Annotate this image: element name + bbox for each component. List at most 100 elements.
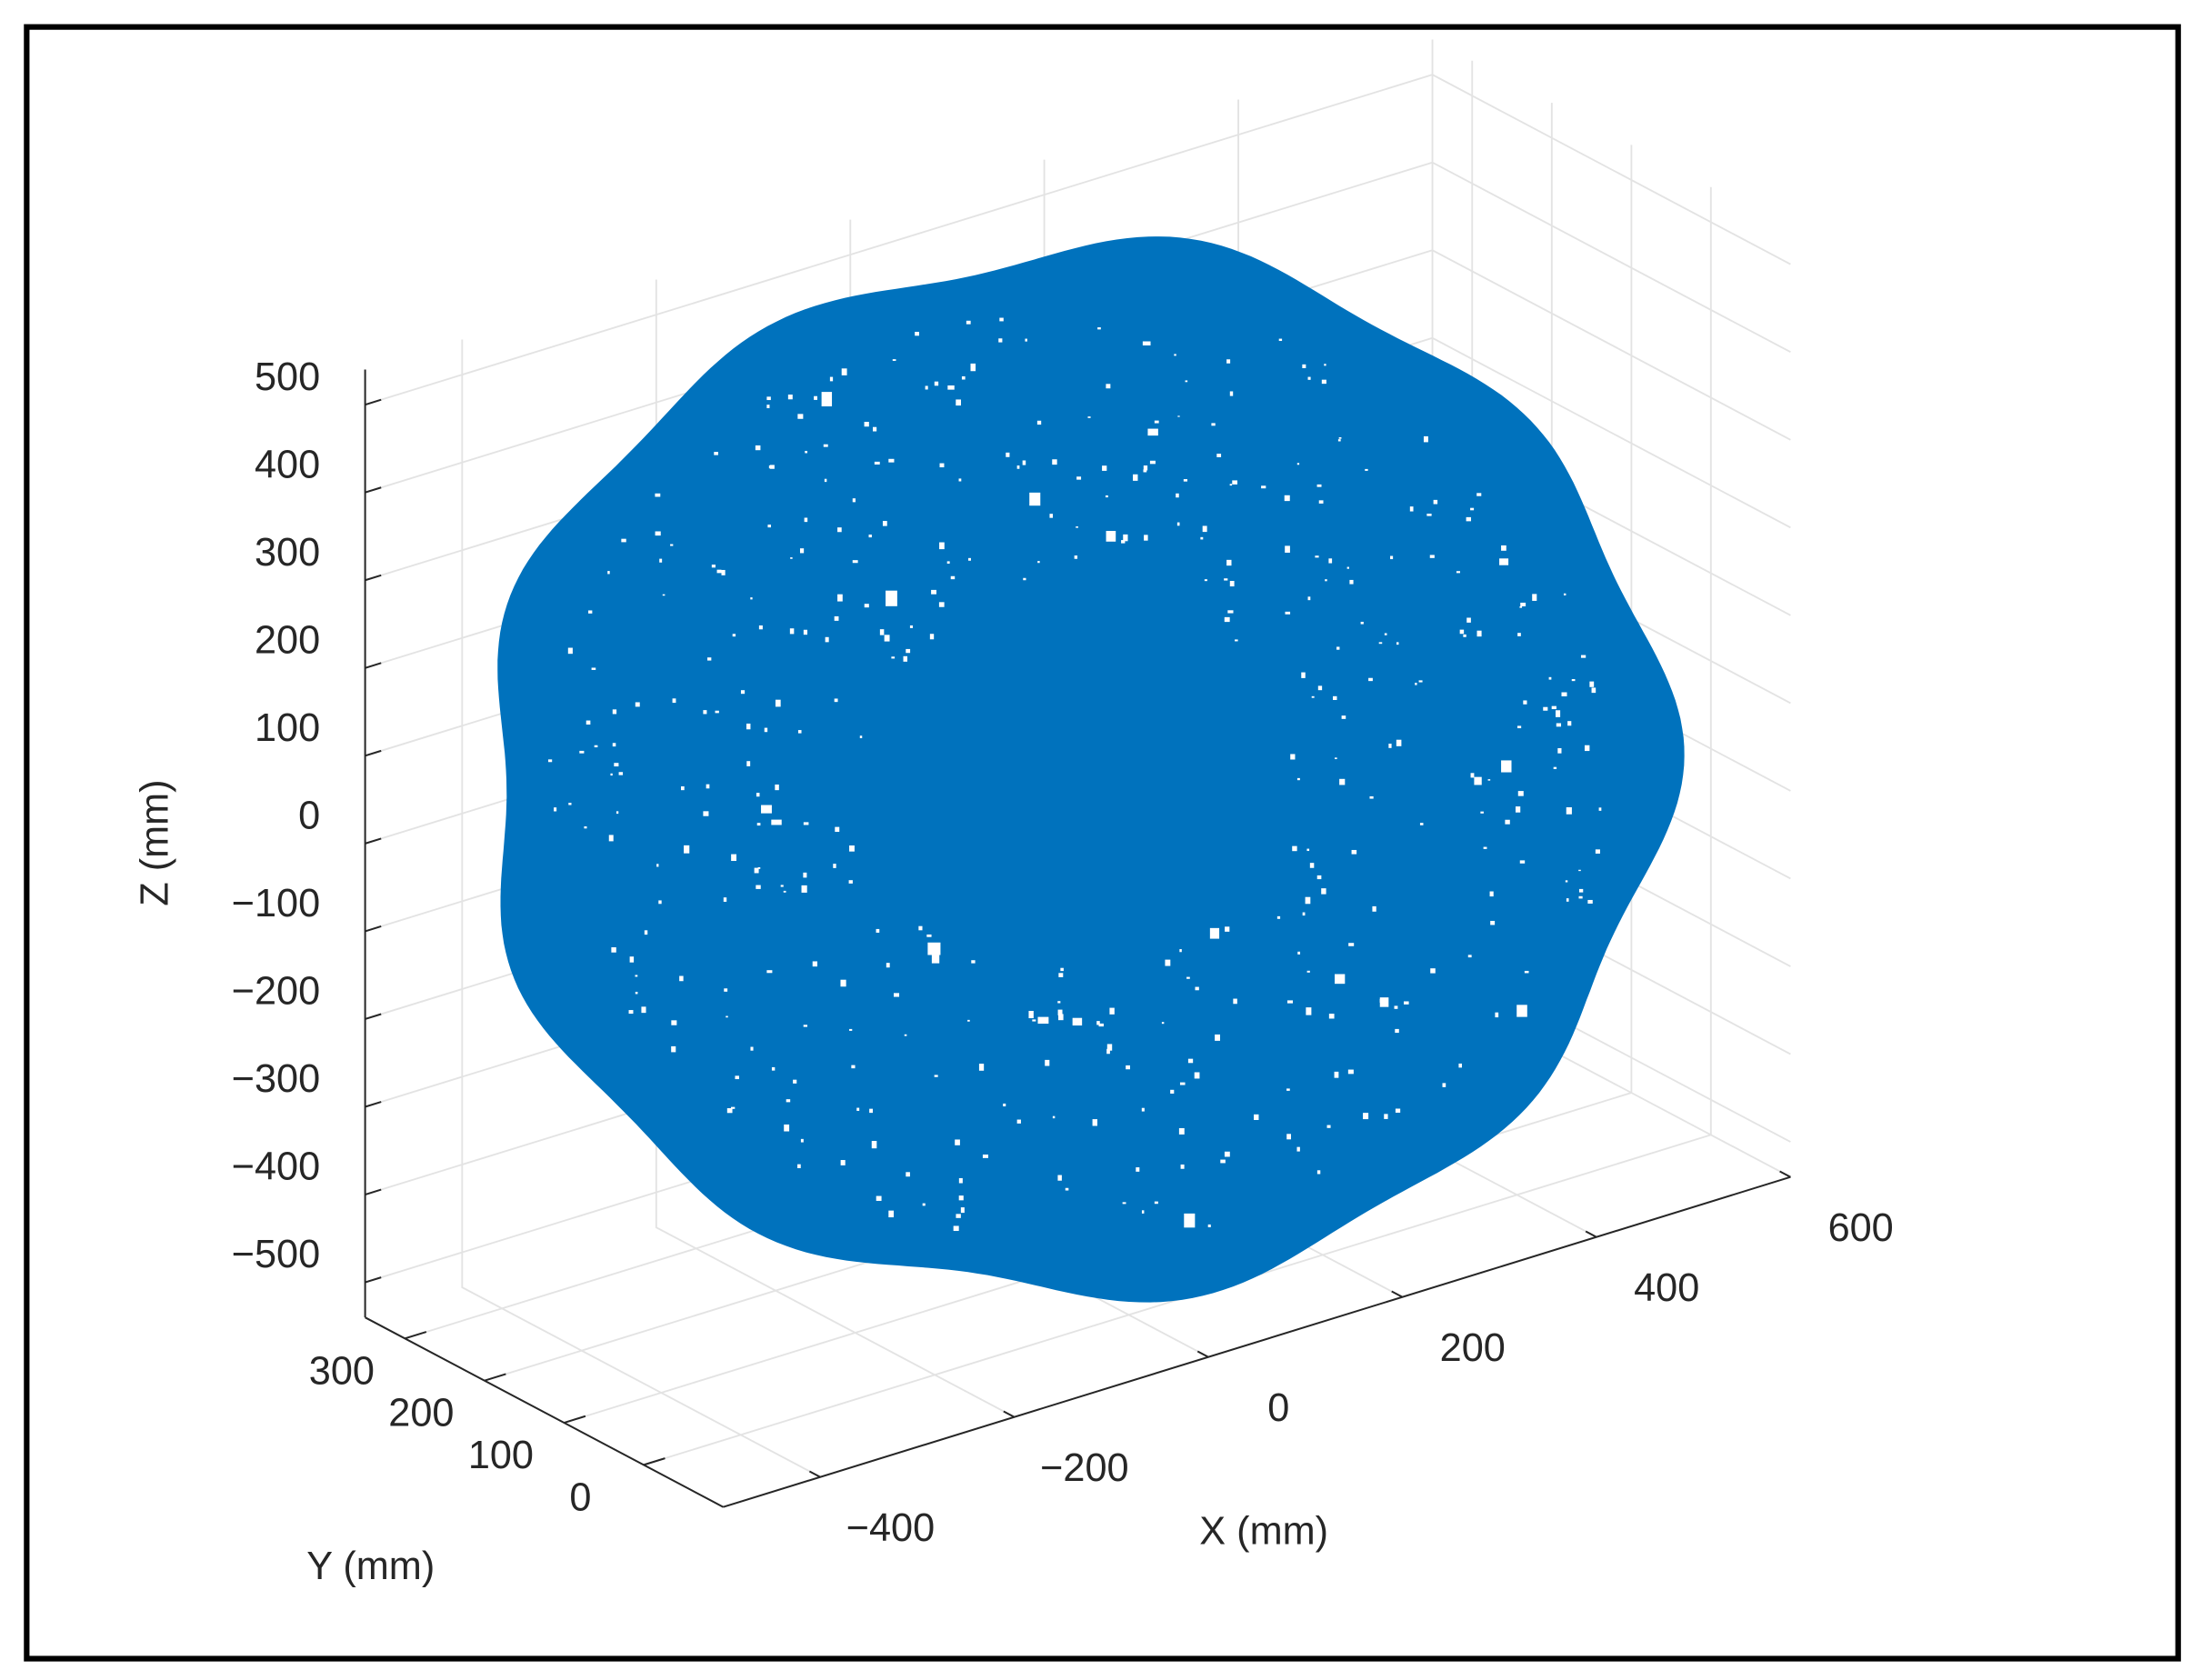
cloud-gap <box>1195 986 1199 991</box>
cloud-gap <box>1474 776 1482 785</box>
cloud-gap <box>799 548 805 554</box>
z-tick-label: 100 <box>255 706 320 750</box>
cloud-gap <box>947 385 955 390</box>
cloud-gap <box>659 558 663 563</box>
cloud-gap <box>960 1207 965 1214</box>
cloud-gap <box>1505 819 1510 825</box>
cloud-gap <box>641 1006 646 1014</box>
cloud-gap <box>1470 773 1475 778</box>
cloud-gap <box>1187 1058 1194 1064</box>
cloud-gap <box>1098 1023 1104 1027</box>
cloud-gap <box>915 331 919 336</box>
z-tick-mark <box>365 486 382 494</box>
cloud-gap <box>1290 754 1296 760</box>
cloud-gap <box>1087 416 1091 418</box>
z-tick-mark <box>365 837 382 845</box>
cloud-gap <box>1200 536 1204 540</box>
cloud-gap <box>567 647 573 655</box>
cloud-gap <box>761 805 772 814</box>
cloud-gap <box>864 422 869 427</box>
cloud-gap <box>740 690 746 695</box>
z-tick-mark <box>365 1188 382 1195</box>
cloud-gap <box>758 625 763 630</box>
cloud-gap <box>1141 1107 1145 1112</box>
y-tick-mark <box>643 1457 666 1466</box>
cloud-gap <box>703 710 707 715</box>
cloud-gap <box>1058 1014 1064 1021</box>
cloud-gap <box>1226 359 1231 364</box>
cloud-gap <box>1415 683 1417 685</box>
x-tick-label: −200 <box>1040 1446 1128 1490</box>
cloud-gap <box>953 1225 959 1232</box>
x-tick-mark <box>1196 1350 1209 1358</box>
cloud-gap <box>1179 949 1182 953</box>
cloud-gap <box>1567 721 1572 726</box>
cloud-gap <box>1543 706 1548 711</box>
cloud-gap <box>1141 1210 1145 1214</box>
cloud-gap <box>1296 463 1300 465</box>
cloud-gap <box>1144 535 1148 541</box>
cloud-gap <box>764 727 768 733</box>
cloud-gap <box>824 478 827 483</box>
cloud-gap <box>671 1020 677 1025</box>
cloud-gap <box>1317 685 1323 691</box>
cloud-gap <box>1321 888 1326 895</box>
cloud-gap <box>967 1019 970 1022</box>
cloud-gap <box>1339 778 1346 785</box>
cloud-gap <box>1025 338 1027 342</box>
cloud-gap <box>1347 1069 1354 1075</box>
cloud-gap <box>859 735 863 739</box>
cloud-gap <box>655 493 661 497</box>
x-axis-line <box>723 1175 1791 1508</box>
cloud-gap <box>834 698 838 703</box>
cloud-gap <box>1598 807 1602 811</box>
cloud-gap <box>1326 1125 1331 1128</box>
cloud-gap <box>755 445 761 451</box>
cloud-gap <box>1003 1103 1006 1107</box>
cloud-gap <box>1261 485 1266 489</box>
cloud-gap <box>1335 974 1346 985</box>
cloud-gap <box>825 636 829 643</box>
cloud-gap <box>780 885 784 887</box>
cloud-gap <box>927 942 941 955</box>
cloud-gap <box>1328 558 1333 564</box>
cloud-gap <box>1311 695 1315 698</box>
cloud-gap <box>1557 747 1562 754</box>
cloud-gap <box>732 634 736 637</box>
cloud-gap <box>1517 791 1524 796</box>
cloud-gap <box>608 835 614 842</box>
y-tick-mark <box>564 1415 586 1424</box>
cloud-gap <box>904 1034 907 1036</box>
cloud-gap <box>1337 439 1341 442</box>
cloud-gap <box>707 657 712 661</box>
cloud-gap <box>1072 1017 1083 1026</box>
cloud-gap <box>1202 525 1207 533</box>
cloud-gap <box>588 610 593 614</box>
cloud-gap <box>1216 454 1222 457</box>
cloud-gap <box>1225 926 1230 932</box>
cloud-gap <box>612 709 617 715</box>
z-tick-label: 300 <box>255 531 320 575</box>
cloud-gap <box>1284 495 1290 502</box>
cloud-gap <box>1306 970 1310 973</box>
cloud-gap <box>1149 460 1156 465</box>
cloud-gap <box>1229 581 1235 587</box>
cloud-gap <box>1057 1009 1063 1015</box>
cloud-gap <box>1384 1114 1388 1119</box>
cloud-gap <box>869 1108 873 1114</box>
cloud-gap <box>1305 896 1311 905</box>
cloud-gap <box>1480 811 1484 814</box>
y-tick-label: 200 <box>388 1392 454 1435</box>
x-axis-label: X (mm) <box>1199 1509 1328 1553</box>
cloud-gap <box>1495 1012 1499 1018</box>
cloud-gap <box>1395 1028 1399 1034</box>
cloud-gap <box>1057 1175 1062 1181</box>
cloud-gap <box>958 478 962 482</box>
cloud-gap <box>1032 1019 1036 1022</box>
cloud-gap <box>1037 1016 1049 1025</box>
cloud-gap <box>801 885 807 893</box>
x-tick-label: 600 <box>1828 1206 1894 1250</box>
cloud-gap <box>1176 522 1180 526</box>
cloud-gap <box>803 872 807 878</box>
cloud-gap <box>1566 807 1572 815</box>
